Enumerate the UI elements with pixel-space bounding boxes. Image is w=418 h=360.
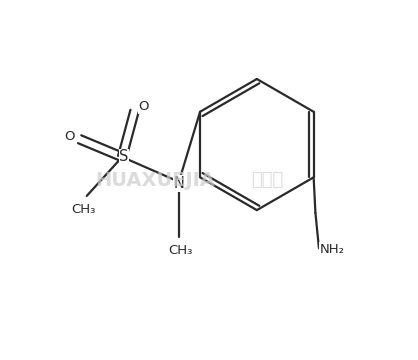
Text: CH₃: CH₃ <box>168 244 193 257</box>
Text: NH₂: NH₂ <box>320 243 345 256</box>
Text: 化学加: 化学加 <box>252 171 284 189</box>
Text: O: O <box>64 130 75 143</box>
Text: S: S <box>119 149 129 165</box>
Text: O: O <box>138 100 149 113</box>
Text: N: N <box>173 176 184 191</box>
Text: HUAXUEJIA: HUAXUEJIA <box>96 171 215 189</box>
Text: CH₃: CH₃ <box>71 203 95 216</box>
